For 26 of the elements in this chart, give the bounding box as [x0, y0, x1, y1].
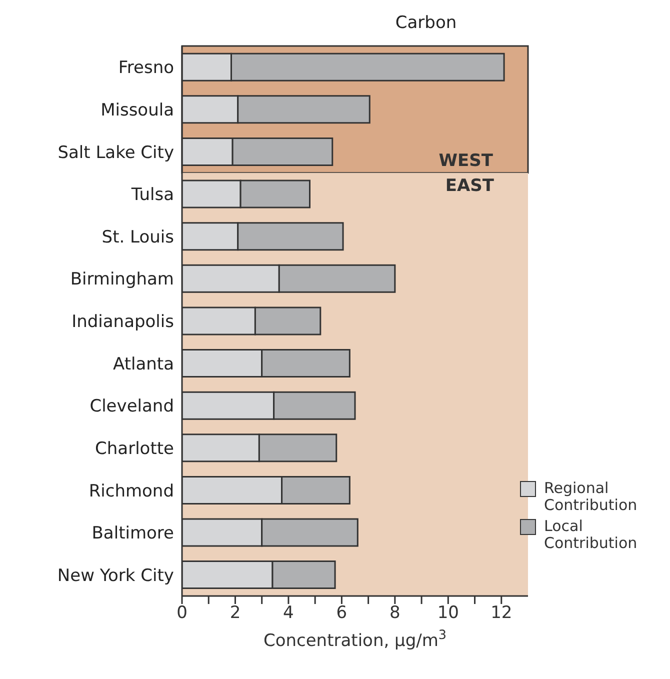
y-tick-label: Richmond: [88, 481, 174, 502]
y-tick-label: Tulsa: [130, 185, 174, 206]
y-tick-label: Missoula: [100, 100, 174, 120]
y-tick-label: Cleveland: [90, 396, 174, 417]
chart-title: Carbon: [394, 12, 458, 35]
y-tick-label: St. Louis: [102, 227, 174, 248]
y-tick-label: Salt Lake City: [58, 142, 174, 163]
x-tick-label: 2: [230, 603, 241, 624]
y-tick-label: Birmingham: [70, 270, 174, 290]
band-label: WEST: [438, 150, 494, 171]
x-tick-label: 8: [390, 603, 400, 624]
band-label: EAST: [445, 176, 494, 196]
x-tick-label: 0: [176, 603, 188, 624]
y-tick-label: Baltimore: [92, 524, 174, 544]
y-tick-label: Indianapolis: [72, 312, 174, 332]
legend-label: Local Contribution: [544, 517, 638, 552]
y-tick-label: Atlanta: [113, 354, 174, 374]
legend-label: Regional Contribution: [544, 479, 638, 514]
x-tick-label: 10: [437, 603, 459, 624]
x-axis-title: Concentration, μg/m$^{3}$: [263, 628, 447, 651]
x-tick-label: 12: [490, 603, 512, 624]
y-tick-label: Fresno: [118, 58, 174, 78]
x-tick-label: 6: [336, 603, 348, 624]
x-tick-label: 4: [283, 603, 294, 624]
y-tick-label: New York City: [57, 566, 174, 586]
y-tick-label: Charlotte: [95, 438, 174, 459]
